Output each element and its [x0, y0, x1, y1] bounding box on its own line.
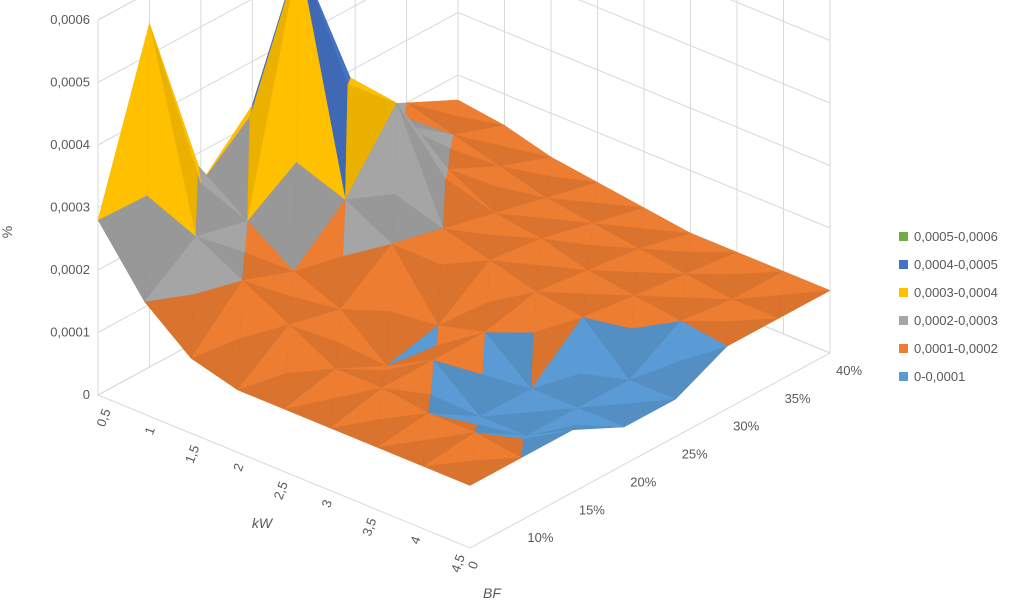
surface-facet — [195, 220, 248, 253]
value-tick-label: 0,0006 — [50, 12, 90, 27]
surface-facet — [587, 248, 640, 273]
kw-tick-label: 0,5 — [93, 407, 113, 429]
surface-facet — [339, 243, 393, 312]
legend-label: 0,0003-0,0004 — [914, 285, 998, 300]
kw-tick-label: 3,5 — [359, 516, 379, 538]
kw-tick-label: 3 — [319, 498, 336, 510]
surface-facet — [443, 212, 495, 236]
surface-facet — [200, 105, 253, 184]
surface-facet — [448, 165, 500, 187]
chart-legend: 0,0005-0,0006 0,0004-0,0005 0,0003-0,0004 0… — [899, 229, 998, 384]
kw-tick-label: 2,5 — [271, 479, 291, 501]
surface-facet — [731, 270, 784, 300]
surface-facet — [149, 23, 202, 184]
surface-facet — [335, 365, 388, 371]
surface-facet — [288, 308, 341, 343]
surface-facet — [423, 431, 476, 467]
surface-facet — [391, 228, 444, 265]
surface-facet — [494, 197, 547, 219]
value-tick-label: 0,0001 — [50, 325, 90, 340]
surface-facet — [489, 238, 542, 266]
legend-label: 0,0005-0,0006 — [914, 229, 998, 244]
surface-facet — [428, 412, 481, 425]
surface-facet — [143, 235, 197, 302]
surface-facet — [190, 279, 243, 359]
surface-facet — [484, 291, 537, 333]
surface-facet — [634, 273, 686, 298]
legend-swatch — [899, 344, 908, 353]
value-tick-label: 0,0002 — [50, 262, 90, 277]
surface-facet — [97, 23, 150, 221]
value-tick-label: 0,0005 — [50, 75, 90, 90]
legend-label: 0,0001-0,0002 — [914, 341, 998, 356]
value-tick-label: 0 — [83, 387, 90, 402]
surface-facet — [344, 102, 397, 200]
kw-tick-label: 1,5 — [182, 443, 202, 465]
surface-facet — [242, 270, 295, 297]
surface-facet — [680, 298, 733, 322]
surface-facet — [432, 331, 486, 375]
bf-tick-label: 0 — [465, 559, 482, 571]
surface-facet — [536, 269, 588, 294]
value-tick-label: 0,0003 — [50, 200, 90, 215]
surface-facet — [545, 182, 598, 204]
legend-swatch — [899, 232, 908, 241]
surface-facet — [283, 368, 336, 410]
kw-tick-label: 1 — [141, 425, 158, 437]
bf-tick-label: 15% — [579, 502, 605, 517]
bf-axis-label: BF — [483, 585, 502, 601]
surface-facet — [236, 323, 290, 391]
surface-facet — [577, 379, 630, 409]
surface-facet — [396, 102, 449, 180]
surface-facet — [406, 99, 459, 116]
surface-facet — [315, 0, 351, 85]
surface-facet — [499, 156, 552, 177]
value-gridline — [97, 0, 831, 146]
surface-plot — [97, 0, 831, 486]
surface-facet — [247, 0, 299, 222]
value-tick-label: 0,0004 — [50, 137, 90, 152]
legend-swatch — [899, 372, 908, 381]
surface-facet — [381, 359, 434, 395]
surface-facet — [293, 198, 346, 272]
surface-facet — [386, 324, 439, 367]
surface-facet — [638, 232, 691, 253]
axis-tick-labels: 0 0,0001 0,0002 0,0003 0,0004 0,0005 0,0006 0,5… — [50, 12, 862, 574]
bf-tick-label: 35% — [785, 391, 811, 406]
surface-facet — [629, 320, 681, 381]
surface-facet — [479, 388, 532, 417]
surface-facet — [685, 251, 738, 275]
value-axis-label: % — [0, 226, 15, 238]
legend-swatch — [899, 288, 908, 297]
surface-facet — [526, 407, 579, 436]
surface-facet — [592, 207, 645, 229]
surface-facet — [438, 259, 491, 326]
legend-swatch — [899, 260, 908, 269]
kw-tick-label: 2 — [230, 461, 247, 473]
legend-label: 0,0004-0,0005 — [914, 257, 998, 272]
kw-tick-label: 4 — [407, 534, 424, 546]
legend-label: 0,0002-0,0003 — [914, 313, 998, 328]
bf-tick-label: 40% — [836, 363, 862, 378]
surface-facet — [474, 432, 527, 440]
bf-tick-label: 25% — [682, 447, 708, 462]
surface-facet — [376, 412, 429, 448]
surface-facet — [581, 295, 635, 329]
bf-tick-label: 10% — [527, 530, 553, 545]
legend-swatch — [899, 316, 908, 325]
legend-label: 0-0,0001 — [914, 369, 965, 384]
bf-tick-label: 20% — [630, 474, 656, 489]
surface-facet — [453, 125, 505, 147]
kw-tick-label: 4,5 — [448, 552, 468, 574]
surface-facet — [530, 316, 584, 390]
value-gridline — [97, 0, 831, 83]
kw-axis-label: kW — [252, 515, 274, 531]
surface-facet — [541, 222, 593, 246]
surface-facet — [330, 387, 383, 429]
bf-tick-label: 30% — [733, 419, 759, 434]
